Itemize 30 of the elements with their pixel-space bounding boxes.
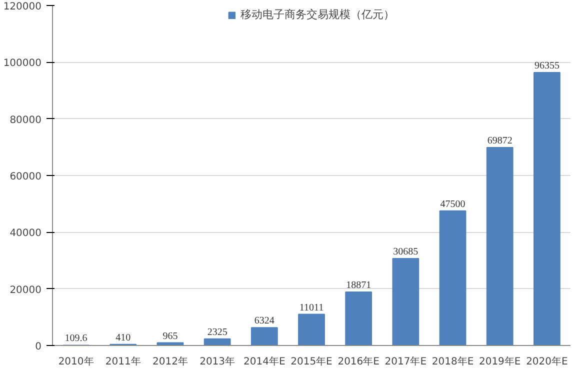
x-tick-label: 2010年 xyxy=(58,356,94,368)
y-tick-label: 0 xyxy=(35,342,42,352)
x-tick-label: 2012年 xyxy=(152,356,188,368)
data-label: 47500 xyxy=(440,198,466,210)
data-label: 30685 xyxy=(393,246,418,258)
x-tick-label: 2013年 xyxy=(200,356,236,368)
legend-label: 移动电子商务交易规模（亿元） xyxy=(240,7,394,22)
x-tick-label: 2019年E xyxy=(478,356,521,368)
data-label: 410 xyxy=(116,332,131,344)
data-label: 2325 xyxy=(207,326,228,338)
data-label: 109.6 xyxy=(64,333,88,344)
y-tick-label: 20000 xyxy=(10,284,42,296)
data-label: 18871 xyxy=(346,280,372,292)
data-label: 96355 xyxy=(534,60,560,72)
y-tick-label: 40000 xyxy=(10,228,42,240)
x-tick-label: 2017年E xyxy=(384,356,427,368)
x-tick-label: 2018年E xyxy=(432,356,474,368)
data-label: 69872 xyxy=(487,136,512,147)
x-tick-label: 2020年E xyxy=(526,356,568,368)
y-tick-label: 120000 xyxy=(3,2,42,12)
x-tick-label: 2016年E xyxy=(338,356,380,368)
data-label: 11011 xyxy=(299,302,324,314)
data-label: 965 xyxy=(162,330,178,342)
x-tick-label: 2015年E xyxy=(290,356,332,368)
y-tick-label: 100000 xyxy=(3,58,42,70)
y-tick-label: 60000 xyxy=(10,172,42,182)
x-tick-label: 2014年E xyxy=(244,356,286,368)
x-tick-label: 2011年 xyxy=(105,356,141,368)
y-tick-label: 80000 xyxy=(10,114,42,126)
data-label: 6324 xyxy=(254,316,274,327)
